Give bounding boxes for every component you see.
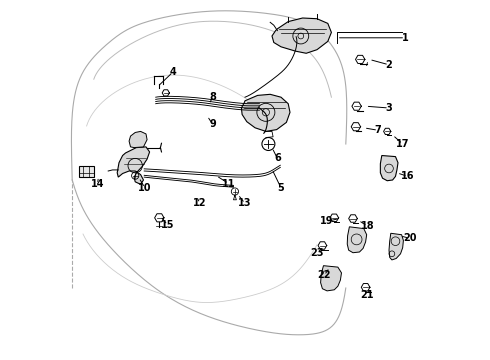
Text: 4: 4 (170, 67, 176, 77)
Text: 23: 23 (310, 248, 324, 258)
Text: 19: 19 (320, 216, 334, 226)
Text: 12: 12 (193, 198, 207, 208)
Polygon shape (380, 156, 398, 181)
Polygon shape (389, 233, 403, 260)
Text: 10: 10 (138, 183, 152, 193)
Text: 16: 16 (401, 171, 415, 181)
Polygon shape (347, 227, 367, 253)
Text: 5: 5 (278, 183, 284, 193)
Text: 9: 9 (209, 119, 216, 129)
Text: 2: 2 (386, 60, 392, 70)
Polygon shape (320, 266, 342, 291)
Text: 13: 13 (238, 198, 252, 208)
Text: 6: 6 (274, 153, 281, 163)
Polygon shape (117, 147, 149, 184)
Text: 11: 11 (222, 179, 236, 189)
Text: 3: 3 (386, 103, 392, 113)
Polygon shape (272, 18, 331, 53)
Text: 20: 20 (403, 233, 416, 243)
Text: 15: 15 (161, 220, 174, 230)
Text: 21: 21 (361, 290, 374, 300)
Polygon shape (129, 131, 147, 148)
FancyBboxPatch shape (79, 166, 94, 177)
Text: 14: 14 (91, 179, 104, 189)
Polygon shape (242, 94, 290, 131)
Text: 17: 17 (396, 139, 410, 149)
Text: 22: 22 (318, 270, 331, 280)
Text: 8: 8 (209, 92, 216, 102)
Text: 18: 18 (361, 221, 374, 231)
Text: 7: 7 (375, 125, 382, 135)
Text: 1: 1 (402, 33, 409, 43)
